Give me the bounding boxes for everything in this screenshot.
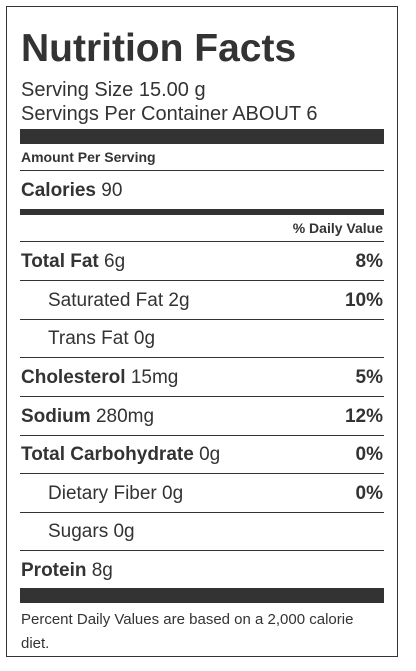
divider xyxy=(20,396,384,397)
nutrient-row-trans-fat: Trans Fat 0g xyxy=(48,328,383,350)
nutrient-name: Trans Fat xyxy=(48,328,129,349)
nutrient-row-total-fat: Total Fat 6g 8% xyxy=(21,251,383,273)
calories-value: 90 xyxy=(101,180,123,201)
nutrient-name: Sugars xyxy=(48,521,109,542)
divider xyxy=(20,435,384,436)
nutrient-name: Protein xyxy=(21,560,87,581)
nutrient-row-dietary-fiber: Dietary Fiber 0g 0% xyxy=(48,483,383,505)
nutrient-percent: 0% xyxy=(355,444,383,465)
divider xyxy=(20,512,384,513)
amount-per-serving: Amount Per Serving xyxy=(21,149,156,165)
nutrient-percent: 12% xyxy=(344,406,383,427)
serving-size: Serving Size 15.00 g xyxy=(21,79,206,101)
divider xyxy=(20,473,384,474)
nutrient-row-saturated-fat: Saturated Fat 2g 10% xyxy=(48,290,383,312)
nutrient-amount: 0g xyxy=(113,521,135,542)
divider xyxy=(20,170,384,171)
daily-value-header: % Daily Value xyxy=(292,220,383,236)
divider xyxy=(20,241,384,242)
nutrition-label: Nutrition Facts Serving Size 15.00 g Ser… xyxy=(6,6,398,657)
footnote: Percent Daily Values are based on a 2,00… xyxy=(21,611,354,652)
nutrient-name: Total Fat xyxy=(21,251,99,272)
nutrient-amount: 6g xyxy=(104,251,126,272)
nutrient-amount: 0g xyxy=(199,444,221,465)
divider xyxy=(20,550,384,551)
servings-per-container: Servings Per Container ABOUT 6 xyxy=(21,103,318,125)
nutrient-percent: 5% xyxy=(355,367,383,388)
calories-label: Calories xyxy=(21,180,96,201)
nutrient-name: Total Carbohydrate xyxy=(21,444,194,465)
calories-row: Calories 90 xyxy=(21,180,383,202)
nutrient-amount: 2g xyxy=(168,290,190,311)
nutrient-row-protein: Protein 8g xyxy=(21,560,383,582)
divider xyxy=(20,319,384,320)
label-title: Nutrition Facts xyxy=(21,27,297,70)
nutrient-row-cholesterol: Cholesterol 15mg 5% xyxy=(21,367,383,389)
nutrient-amount: 0g xyxy=(162,483,184,504)
nutrient-amount: 0g xyxy=(133,328,156,349)
nutrition-label-inner: Nutrition Facts Serving Size 15.00 g Ser… xyxy=(20,7,384,656)
nutrient-row-sugars: Sugars 0g xyxy=(48,521,383,543)
divider xyxy=(20,280,384,281)
divider xyxy=(20,357,384,358)
nutrient-percent: 8% xyxy=(355,251,383,272)
nutrient-percent: 10% xyxy=(344,290,383,311)
nutrient-name: Cholesterol xyxy=(21,367,126,388)
nutrient-name: Sodium xyxy=(21,406,91,427)
thick-divider-top xyxy=(20,129,384,144)
thick-divider-bottom xyxy=(20,588,384,603)
nutrient-row-sodium: Sodium 280mg 12% xyxy=(21,406,383,428)
nutrient-amount: 8g xyxy=(91,560,113,581)
nutrient-name: Dietary Fiber xyxy=(48,483,157,504)
nutrient-percent: 0% xyxy=(355,483,383,504)
nutrient-name: Saturated Fat xyxy=(48,290,164,311)
medium-divider xyxy=(20,209,384,215)
nutrient-amount: 280mg xyxy=(95,406,155,427)
nutrient-row-total-carbohydrate: Total Carbohydrate 0g 0% xyxy=(21,444,383,466)
nutrient-amount: 15mg xyxy=(130,367,179,388)
